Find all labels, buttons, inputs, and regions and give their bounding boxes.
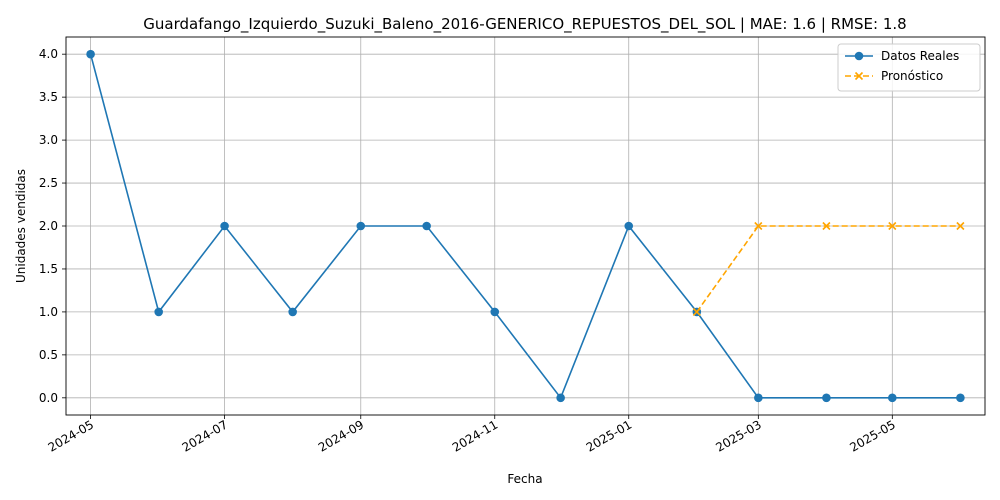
data-point (956, 393, 965, 403)
data-point (288, 307, 297, 317)
series-line (89, 53, 961, 400)
plot-frame (65, 36, 986, 416)
y-tick-label: 3.0 (39, 133, 58, 147)
data-point (154, 307, 163, 317)
y-tick-label: 2.0 (39, 219, 58, 233)
data-point (888, 221, 897, 231)
legend-swatch-marker (854, 51, 864, 61)
y-tick-label: 0.5 (39, 348, 58, 362)
data-point (956, 221, 965, 231)
y-tick-label: 2.5 (39, 176, 58, 190)
legend-box (837, 43, 981, 92)
x-tick-label: 2024-11 (450, 417, 500, 454)
series-layer (86, 49, 965, 403)
legend-item: Pronóstico (845, 69, 943, 83)
data-point (422, 221, 431, 231)
x-axis-label: Fecha (507, 472, 542, 486)
data-point (822, 221, 831, 231)
x-tick-label: 2025-03 (713, 417, 763, 454)
x-tick-label: 2024-05 (46, 417, 96, 454)
y-tick-label: 0.0 (39, 391, 58, 405)
data-point (624, 221, 634, 231)
legend-item: Datos Reales (845, 49, 959, 63)
data-point (888, 393, 897, 403)
x-tick-label: 2025-01 (584, 417, 634, 454)
data-point (220, 221, 229, 231)
data-point (754, 393, 763, 403)
legend: Datos Reales Pronóstico (837, 43, 981, 92)
data-point (356, 221, 366, 231)
data-point (556, 393, 565, 403)
data-point (490, 307, 500, 317)
data-point (822, 393, 831, 403)
x-axis-ticks: 2024-05 2024-07 2024-09 2024-11 2025-01 2025-… (46, 415, 898, 455)
x-tick-label: 2024-09 (316, 417, 366, 454)
series-1 (692, 221, 965, 316)
series-0 (86, 49, 965, 403)
y-axis-ticks: 0.0 0.5 1.0 1.5 2.0 2.5 3.0 3.5 4.0 (39, 47, 66, 405)
x-tick-label: 2024-07 (180, 417, 230, 454)
y-tick-label: 1.0 (39, 305, 58, 319)
data-point (754, 221, 763, 231)
legend-label: Pronóstico (881, 69, 943, 83)
y-tick-label: 3.5 (39, 90, 58, 104)
y-tick-label: 4.0 (39, 47, 58, 61)
y-tick-label: 1.5 (39, 262, 58, 276)
chart-title: Guardafango_Izquierdo_Suzuki_Baleno_2016… (143, 15, 906, 34)
x-tick-label: 2025-05 (847, 417, 897, 454)
legend-swatch-marker (854, 71, 864, 81)
y-axis-label: Unidades vendidas (14, 169, 28, 283)
legend-label: Datos Reales (881, 49, 959, 63)
data-point (692, 307, 701, 316)
data-point (86, 49, 95, 59)
